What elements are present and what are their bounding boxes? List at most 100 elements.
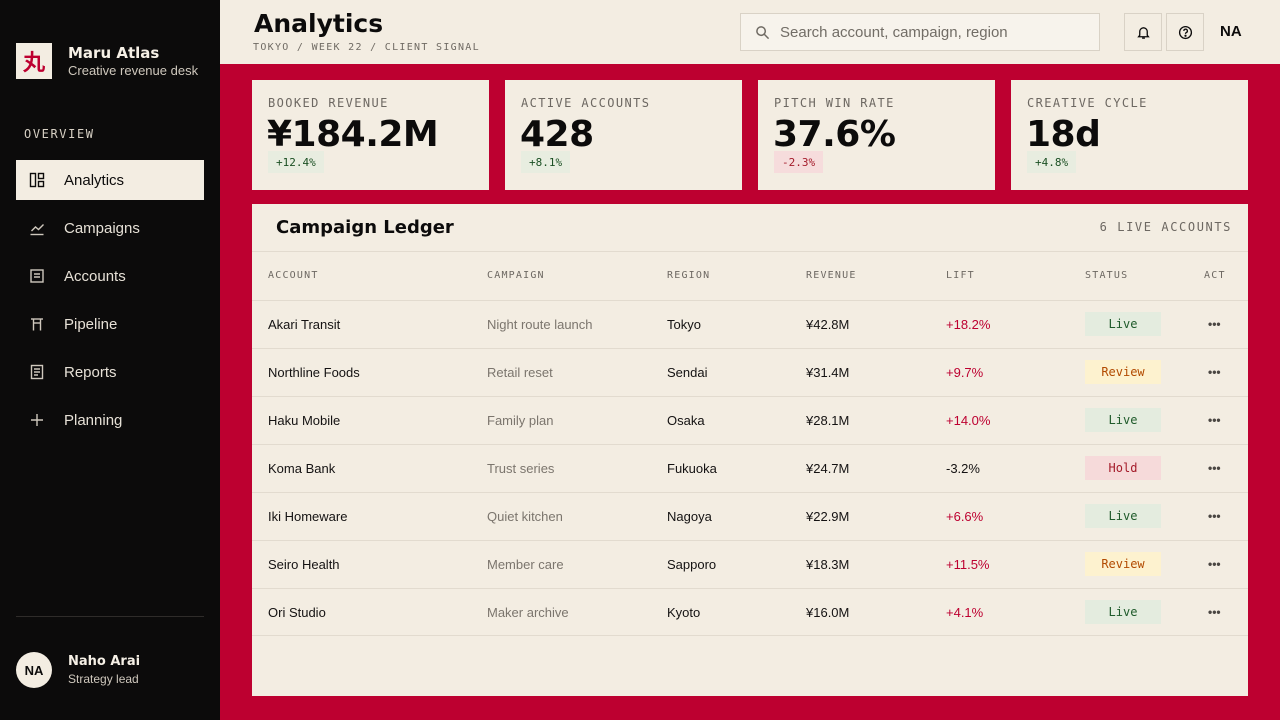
sidebar-item-accounts[interactable]: Accounts bbox=[16, 256, 204, 296]
sidebar-item-label: Pipeline bbox=[64, 315, 118, 333]
cell-region: Nagoya bbox=[667, 509, 712, 524]
search-input[interactable] bbox=[780, 23, 1080, 41]
cell-revenue: ¥42.8M bbox=[806, 317, 850, 332]
table-row[interactable]: Iki Homeware Quiet kitchen Nagoya ¥22.9M… bbox=[252, 492, 1248, 540]
status-badge: Live bbox=[1085, 504, 1161, 528]
kpi-value: 37.6% bbox=[773, 114, 896, 155]
sidebar-item-pipeline[interactable]: Pipeline bbox=[16, 304, 204, 344]
kpi-delta: +12.4% bbox=[268, 151, 324, 173]
cell-revenue: ¥16.0M bbox=[806, 605, 850, 620]
cell-campaign: Family plan bbox=[487, 413, 554, 428]
bell-icon bbox=[1136, 26, 1150, 39]
brand[interactable]: 丸 Maru Atlas Creative revenue desk bbox=[16, 43, 198, 79]
cell-region: Sapporo bbox=[667, 557, 717, 572]
user-profile[interactable]: NA Naho Arai Strategy lead bbox=[16, 652, 140, 688]
sidebar-item-campaigns[interactable]: Campaigns bbox=[16, 208, 204, 248]
row-actions-button[interactable]: ••• bbox=[1208, 461, 1221, 475]
status-badge: Live bbox=[1085, 312, 1161, 336]
cell-lift: +18.2% bbox=[946, 317, 991, 332]
column-header-account[interactable]: ACCOUNT bbox=[268, 270, 319, 281]
status-badge: Hold bbox=[1085, 456, 1161, 480]
cell-account: Iki Homeware bbox=[268, 509, 348, 524]
kpi-pitch-win-rate: PITCH WIN RATE 37.6% -2.3% bbox=[758, 80, 995, 190]
table-row[interactable]: Seiro Health Member care Sapporo ¥18.3M … bbox=[252, 540, 1248, 588]
kpi-active-accounts: ACTIVE ACCOUNTS 428 +8.1% bbox=[505, 80, 742, 190]
column-header-act: ACT bbox=[1204, 270, 1226, 281]
notifications-button[interactable] bbox=[1124, 13, 1162, 51]
cell-lift: +14.0% bbox=[946, 413, 991, 428]
cell-revenue: ¥22.9M bbox=[806, 509, 850, 524]
cell-revenue: ¥24.7M bbox=[806, 461, 850, 476]
column-header-region[interactable]: REGION bbox=[667, 270, 711, 281]
page-title: Analytics bbox=[254, 9, 384, 38]
column-header-campaign[interactable]: CAMPAIGN bbox=[487, 270, 545, 281]
sidebar-item-label: Accounts bbox=[64, 267, 126, 285]
user-name: Naho Arai bbox=[68, 653, 141, 669]
cell-campaign: Trust series bbox=[487, 461, 555, 476]
column-header-revenue[interactable]: REVENUE bbox=[806, 270, 857, 281]
cell-region: Kyoto bbox=[667, 605, 701, 620]
row-actions-button[interactable]: ••• bbox=[1208, 557, 1221, 571]
sidebar-item-reports[interactable]: Reports bbox=[16, 352, 204, 392]
table-row[interactable]: Akari Transit Night route launch Tokyo ¥… bbox=[252, 300, 1248, 348]
campaign-ledger: Campaign Ledger 6 LIVE ACCOUNTS ACCOUNT … bbox=[252, 204, 1248, 696]
divider bbox=[252, 251, 1248, 252]
sidebar-item-label: Analytics bbox=[64, 171, 125, 189]
sidebar-nav: Analytics Campaigns Accounts Pipeline Re… bbox=[16, 160, 204, 448]
table-row[interactable]: Haku Mobile Family plan Osaka ¥28.1M +14… bbox=[252, 396, 1248, 444]
cell-campaign: Night route launch bbox=[487, 317, 593, 332]
kpi-delta: +4.8% bbox=[1027, 151, 1077, 173]
user-role: Strategy lead bbox=[68, 671, 139, 686]
kpi-value: 18d bbox=[1026, 114, 1101, 155]
cell-lift: -3.2% bbox=[946, 461, 980, 476]
chart-line-icon bbox=[28, 219, 46, 237]
sidebar-item-planning[interactable]: Planning bbox=[16, 400, 204, 440]
search-box[interactable] bbox=[740, 13, 1100, 51]
sidebar-item-analytics[interactable]: Analytics bbox=[16, 160, 204, 200]
help-icon bbox=[1178, 25, 1192, 39]
sidebar-item-label: Campaigns bbox=[64, 219, 140, 237]
account-initials[interactable]: NA bbox=[1220, 23, 1242, 40]
nav-section-label: OVERVIEW bbox=[24, 127, 95, 141]
cell-lift: +6.6% bbox=[946, 509, 984, 524]
ledger-icon bbox=[28, 267, 46, 285]
ledger-title: Campaign Ledger bbox=[276, 217, 454, 238]
cell-account: Haku Mobile bbox=[268, 413, 341, 428]
row-actions-button[interactable]: ••• bbox=[1208, 605, 1221, 619]
cell-account: Koma Bank bbox=[268, 461, 336, 476]
row-actions-button[interactable]: ••• bbox=[1208, 365, 1221, 379]
table-row[interactable]: Northline Foods Retail reset Sendai ¥31.… bbox=[252, 348, 1248, 396]
live-accounts-count: 6 LIVE ACCOUNTS bbox=[1099, 220, 1232, 234]
column-header-status[interactable]: STATUS bbox=[1085, 270, 1129, 281]
kpi-creative-cycle: CREATIVE CYCLE 18d +4.8% bbox=[1011, 80, 1248, 190]
cell-campaign: Member care bbox=[487, 557, 564, 572]
row-actions-button[interactable]: ••• bbox=[1208, 413, 1221, 427]
cell-revenue: ¥18.3M bbox=[806, 557, 850, 572]
cell-revenue: ¥31.4M bbox=[806, 365, 850, 380]
cell-lift: +11.5% bbox=[946, 557, 990, 572]
status-badge: Live bbox=[1085, 600, 1161, 624]
column-header-lift[interactable]: LIFT bbox=[946, 270, 975, 281]
table-row[interactable]: Koma Bank Trust series Fukuoka ¥24.7M -3… bbox=[252, 444, 1248, 492]
table-row[interactable]: Ori Studio Maker archive Kyoto ¥16.0M +4… bbox=[252, 588, 1248, 636]
cell-region: Tokyo bbox=[667, 317, 701, 332]
kpi-label: PITCH WIN RATE bbox=[774, 96, 895, 110]
sidebar: 丸 Maru Atlas Creative revenue desk OVERV… bbox=[0, 0, 220, 720]
sidebar-item-label: Reports bbox=[64, 363, 117, 381]
topbar: Analytics TOKYO / WEEK 22 / CLIENT SIGNA… bbox=[220, 0, 1280, 64]
kpi-value: ¥184.2M bbox=[267, 114, 439, 155]
row-actions-button[interactable]: ••• bbox=[1208, 317, 1221, 331]
pipeline-icon bbox=[28, 315, 46, 333]
cell-region: Osaka bbox=[667, 413, 705, 428]
row-actions-button[interactable]: ••• bbox=[1208, 509, 1221, 523]
kpi-label: CREATIVE CYCLE bbox=[1027, 96, 1148, 110]
dashboard-icon bbox=[28, 171, 46, 189]
avatar: NA bbox=[16, 652, 52, 688]
cell-region: Sendai bbox=[667, 365, 708, 380]
brand-subtitle: Creative revenue desk bbox=[68, 62, 199, 78]
cell-account: Northline Foods bbox=[268, 365, 360, 380]
plus-icon bbox=[28, 411, 46, 429]
brand-logo: 丸 bbox=[16, 43, 52, 79]
help-button[interactable] bbox=[1166, 13, 1204, 51]
status-badge: Review bbox=[1085, 552, 1161, 576]
